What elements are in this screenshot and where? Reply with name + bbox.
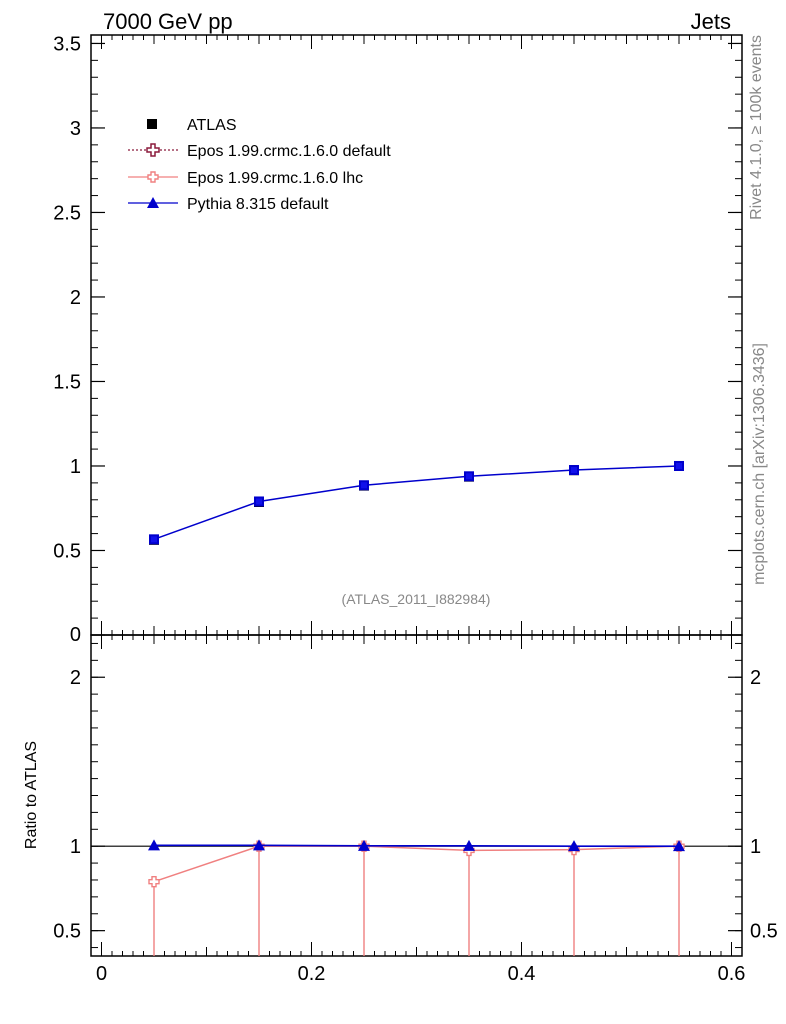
axes: 0 0.5 1 1.5 2 2.5 3 3.5 0.5 0.5 1 1 2 2 0 0.2 0.4 0.6 [53, 33, 778, 985]
legend-entry-pythia: Pythia 8.315 default [128, 196, 329, 213]
main-y-tick-label: 3.5 [53, 33, 81, 55]
legend-marker-epos-default [146, 143, 160, 157]
main-y-tick-label: 3 [70, 118, 81, 140]
rivet-version-label: Rivet 4.1.0, ≥ 100k events [748, 35, 765, 220]
epos-lhc-ratio-line [153, 845, 680, 883]
main-y-tick-label: 2.5 [53, 202, 81, 224]
legend-label-atlas: ATLAS [187, 117, 237, 134]
legend-label-epos-lhc: Epos 1.99.crmc.1.6.0 lhc [187, 170, 363, 187]
legend-label-epos-default: Epos 1.99.crmc.1.6.0 default [187, 143, 391, 160]
x-tick-label: 0 [96, 963, 107, 985]
legend-entry-epos-default: Epos 1.99.crmc.1.6.0 default [128, 143, 391, 160]
legend: ATLAS Epos 1.99.crmc.1.6.0 default Epos … [128, 117, 391, 213]
mcplots-label: mcplots.cern.ch [arXiv:1306.3436] [751, 343, 768, 585]
legend-marker-atlas [147, 119, 157, 129]
pythia-ratio-point [568, 840, 580, 852]
pythia-ratio-point [148, 839, 160, 851]
main-y-tick-label: 2 [70, 287, 81, 309]
header-left: 7000 GeV pp [103, 9, 233, 34]
ratio-y-tick-label-right: 1 [750, 836, 761, 858]
main-y-tick-label: 1.5 [53, 371, 81, 393]
x-tick-label: 0.6 [718, 963, 746, 985]
pythia-main-point-highlight [361, 482, 367, 489]
pythia-ratio-point [673, 840, 685, 852]
legend-marker-epos-lhc [147, 171, 159, 183]
main-y-tick-label: 0.5 [53, 540, 81, 562]
pythia-ratio-point [463, 839, 475, 851]
legend-entry-epos-lhc: Epos 1.99.crmc.1.6.0 lhc [128, 170, 363, 187]
pythia-main-point-highlight [466, 473, 472, 480]
legend-marker-pythia [147, 197, 159, 208]
data-series [148, 460, 685, 956]
pythia-ratio-line [154, 844, 679, 847]
ratio-y-tick-label-right: 0.5 [750, 921, 778, 943]
analysis-watermark: (ATLAS_2011_I882984) [342, 591, 491, 607]
ratio-y-tick-label-right: 2 [750, 667, 761, 689]
epos-lhc-ratio-point [148, 875, 160, 888]
header-right: Jets [691, 9, 731, 34]
pythia-main-line [153, 465, 680, 541]
x-tick-label: 0.2 [298, 963, 326, 985]
ratio-y-tick-label-left: 0.5 [53, 921, 81, 943]
ratio-y-tick-label-left: 1 [70, 836, 81, 858]
pythia-ratio-point [358, 839, 370, 851]
main-series-group [149, 460, 684, 545]
pythia-main-point-highlight [571, 467, 577, 474]
ratio-ylabel: Ratio to ATLAS [23, 741, 40, 849]
ratio-plot-frame [90, 634, 743, 957]
main-y-tick-label: 0 [70, 624, 81, 646]
ratio-series-group [148, 839, 685, 956]
pythia-main-point-highlight [256, 498, 262, 505]
legend-entry-atlas: ATLAS [147, 117, 237, 134]
legend-label-pythia: Pythia 8.315 default [187, 196, 329, 213]
pythia-ratio-point [253, 839, 265, 851]
ratio-y-tick-label-left: 2 [70, 667, 81, 689]
x-tick-label: 0.4 [508, 963, 536, 985]
pythia-main-point-highlight [676, 462, 682, 469]
main-y-tick-label: 1 [70, 456, 81, 478]
pythia-main-point-highlight [151, 536, 157, 543]
